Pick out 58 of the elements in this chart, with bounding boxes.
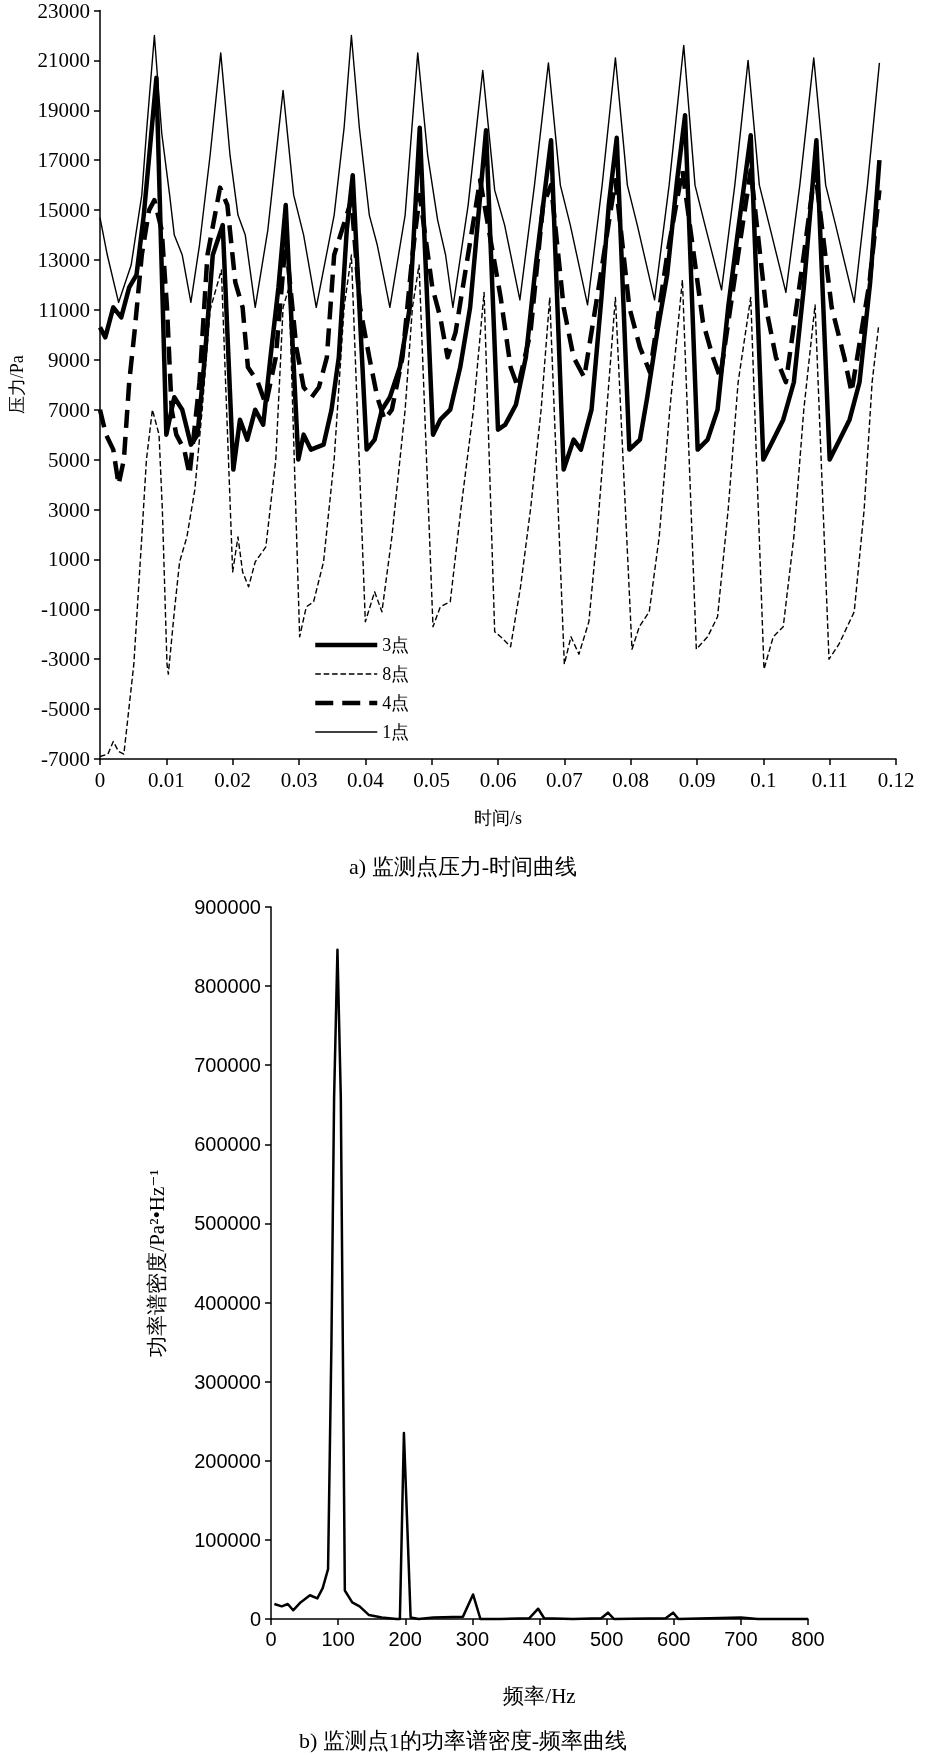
x-tick-label: 0.06	[479, 767, 517, 792]
x-tick-label: 0.04	[346, 767, 385, 792]
y-tick-label: 700000	[194, 1054, 261, 1077]
y-tick-label: 600000	[194, 1133, 261, 1156]
y-tick-label: 11000	[38, 297, 90, 322]
y-tick-label: 21000	[37, 48, 90, 73]
y-tick-label: -5000	[41, 697, 90, 722]
y-tick-label: 5000	[48, 447, 90, 472]
y-tick-label: 1000	[48, 547, 90, 572]
x-tick-label: 0	[265, 1628, 277, 1650]
y-tick-label: 800000	[194, 975, 261, 998]
x-tick-label: 0.09	[678, 767, 716, 792]
y-axis-title: 功率谱密度/Pa²•Hz⁻¹	[144, 1169, 169, 1357]
x-tick-label: 0.05	[413, 767, 451, 792]
y-tick-label: 900000	[194, 896, 261, 918]
y-tick-label: -1000	[41, 597, 90, 622]
y-tick-label: 17000	[37, 148, 90, 173]
y-tick-label: 15000	[37, 198, 90, 223]
x-tick-label: 300	[455, 1628, 490, 1650]
x-tick-label: 0.01	[147, 767, 185, 792]
y-tick-label: 19000	[37, 98, 90, 123]
y-tick-label: 0	[249, 1608, 261, 1630]
x-tick-label: 100	[321, 1628, 355, 1650]
legend-label: 1点	[382, 722, 410, 742]
legend-label: 8点	[382, 664, 410, 684]
legend-label: 4点	[382, 693, 410, 713]
legend-label: 3点	[382, 635, 410, 655]
x-axis-title: 时间/s	[473, 808, 523, 828]
text: a) 监测点压力-时间曲线	[349, 853, 577, 879]
x-tick-label: 0.07	[545, 767, 583, 792]
y-tick-label: -7000	[41, 747, 90, 771]
y-tick-label: 200000	[194, 1449, 261, 1472]
x-tick-label: 700	[724, 1628, 758, 1650]
y-axis-title: 压力/Pa	[7, 355, 27, 415]
x-tick-label: 600	[657, 1628, 691, 1650]
x-tick-label: 0.03	[280, 767, 318, 792]
y-tick-label: 13000	[37, 248, 90, 272]
x-tick-label: 0.1	[750, 767, 777, 792]
text: b) 监测点1的功率谱密度-频率曲线	[298, 1727, 628, 1753]
x-tick-label: 0.11	[811, 767, 848, 792]
y-tick-label: 23000	[37, 0, 90, 23]
y-tick-label: 100000	[194, 1528, 261, 1551]
x-tick-label: 200	[388, 1628, 422, 1650]
y-tick-label: 300000	[194, 1370, 261, 1393]
y-tick-label: 500000	[194, 1212, 261, 1235]
x-tick-label: 0.12	[877, 767, 915, 792]
x-tick-label: 0.08	[612, 767, 650, 792]
x-tick-label: 400	[522, 1628, 557, 1650]
y-tick-label: 3000	[48, 497, 90, 522]
y-tick-label: -3000	[41, 647, 90, 672]
y-tick-label: 9000	[48, 347, 90, 372]
y-tick-label: 7000	[48, 397, 90, 422]
x-tick-label: 800	[791, 1628, 825, 1650]
x-tick-label: 0.02	[214, 767, 252, 792]
x-tick-label: 0	[94, 767, 106, 792]
x-axis-title: 频率/Hz	[503, 1683, 576, 1708]
x-tick-label: 500	[589, 1628, 624, 1650]
y-tick-label: 400000	[194, 1291, 261, 1314]
